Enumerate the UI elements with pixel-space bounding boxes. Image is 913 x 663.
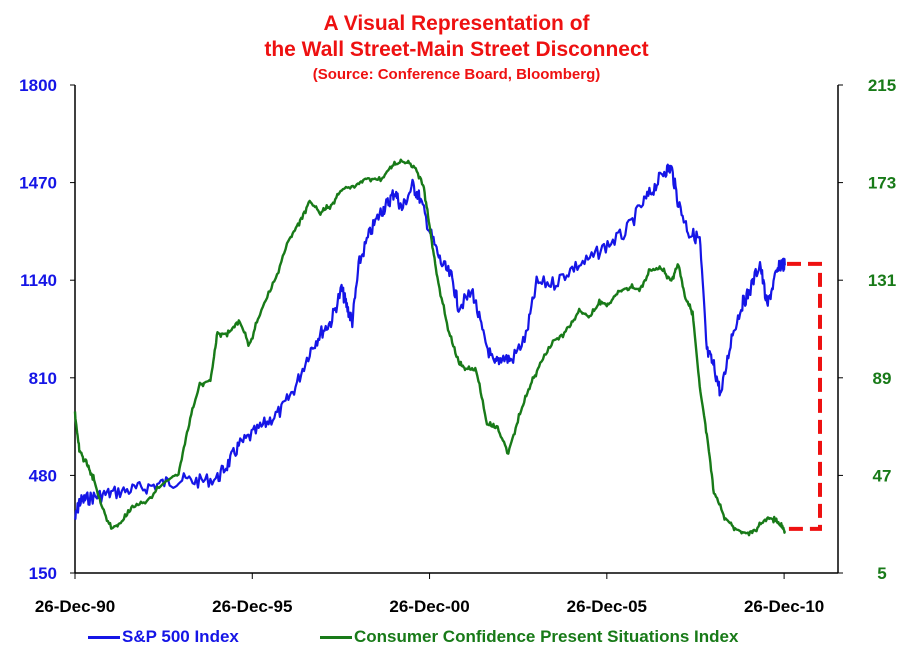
disconnect-bracket xyxy=(787,261,822,531)
x-tick-label: 26-Dec-05 xyxy=(567,597,647,616)
x-tick-label: 26-Dec-95 xyxy=(212,597,292,616)
y-right-tick-label: 89 xyxy=(873,369,892,388)
y-right-tick-label: 173 xyxy=(868,174,896,193)
x-tick-label: 26-Dec-90 xyxy=(35,597,115,616)
chart-title: A Visual Representation of xyxy=(323,12,590,35)
legend-swatch-consumer-confidence xyxy=(320,635,352,639)
y-right-tick-label: 215 xyxy=(868,76,896,95)
sp500-series-line xyxy=(74,163,786,521)
y-left-tick-label: 480 xyxy=(29,466,57,485)
y-left-tick-label: 810 xyxy=(29,369,57,388)
y-left-tick-label: 150 xyxy=(29,564,57,583)
chart-subtitle: (Source: Conference Board, Bloomberg) xyxy=(312,66,601,83)
legend-item-sp500: S&P 500 Index xyxy=(88,626,239,648)
legend-item-consumer-confidence: Consumer Confidence Present Situations I… xyxy=(320,626,738,648)
consumer-confidence-series-line xyxy=(73,158,786,537)
y-right-tick-label: 47 xyxy=(873,466,892,485)
legend-label-consumer-confidence: Consumer Confidence Present Situations I… xyxy=(354,627,739,646)
y-left-tick-label: 1140 xyxy=(20,271,57,290)
x-tick-label: 26-Dec-10 xyxy=(744,597,824,616)
legend-swatch-sp500 xyxy=(88,635,120,639)
legend-label-sp500: S&P 500 Index xyxy=(122,627,239,646)
y-right-tick-label: 5 xyxy=(877,564,886,583)
y-left-tick-label: 1470 xyxy=(19,174,57,193)
x-tick-label: 26-Dec-00 xyxy=(389,597,469,616)
y-left-tick-label: 1800 xyxy=(19,76,57,95)
chart-title-line2: the Wall Street-Main Street Disconnect xyxy=(264,38,649,61)
y-right-tick-label: 131 xyxy=(868,271,896,290)
